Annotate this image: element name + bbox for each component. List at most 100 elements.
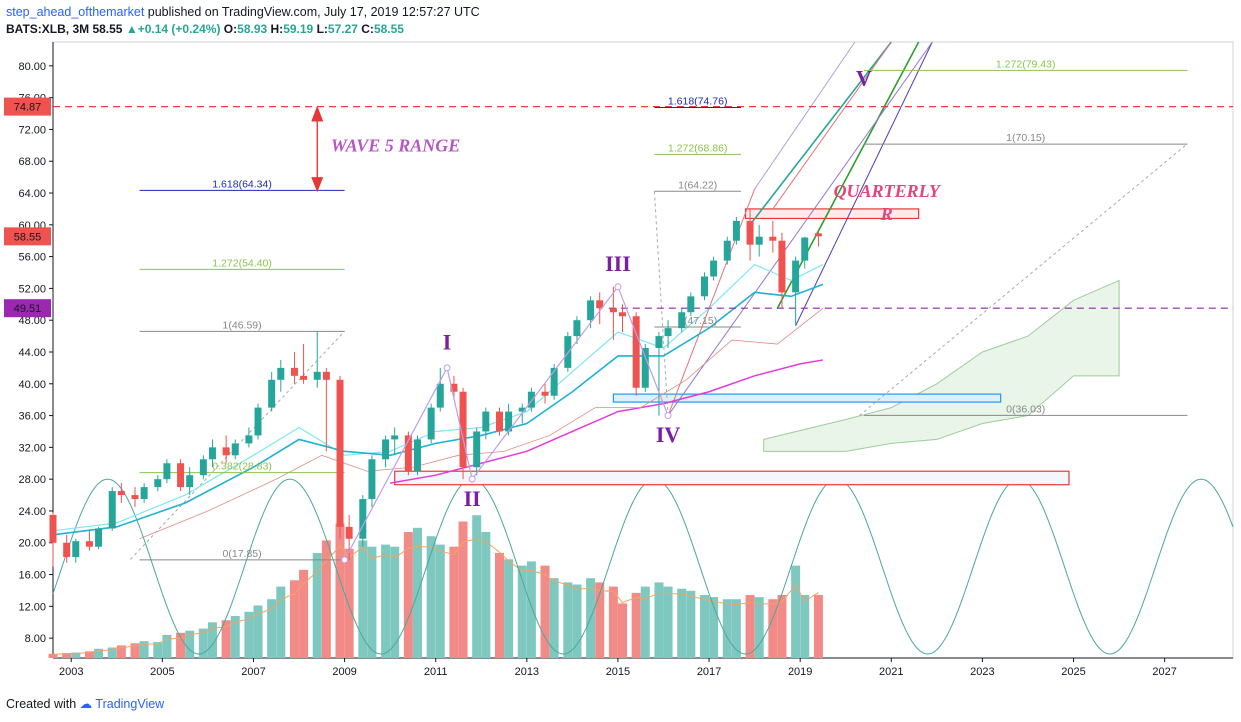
blue-zone-box (612, 393, 1002, 403)
y-tick-label-12: 32.00 (18, 442, 46, 454)
volume-bar-17 (244, 611, 254, 658)
candle-body-44 (550, 367, 558, 396)
wave-label-V: V (856, 66, 872, 91)
x-tick-label-9: 2021 (879, 666, 903, 678)
cloud-area (763, 279, 1120, 452)
volume-bar-14 (207, 622, 217, 658)
volume-bar-23 (312, 553, 322, 658)
volume-bar-55 (677, 588, 687, 658)
candle-body-16 (231, 443, 239, 456)
volume-bar-34 (435, 544, 445, 658)
candle-body-29 (382, 439, 390, 460)
y-tick-label-3: 68.00 (18, 156, 46, 168)
x-tick-label-3: 2009 (332, 666, 356, 678)
candle-body-17 (245, 435, 253, 444)
symbol-label[interactable]: BATS:XLB, 3M (6, 22, 90, 36)
fib-diagonal-3 (859, 143, 1188, 416)
fib-level-label-11: 0(36.03) (1006, 403, 1045, 415)
fib-level-label-5: 1.618(74.76) (668, 95, 728, 107)
fib-level-label-0: 1.618(64.34) (212, 178, 272, 190)
candle-body-67 (814, 233, 822, 237)
fib-level-label-9: 1.272(79.43) (996, 58, 1056, 70)
up-arrow-icon: ▲ (125, 22, 138, 36)
price-badge-label-1: 58.55 (14, 231, 42, 243)
volume-bar-50 (617, 603, 627, 658)
author-link[interactable]: step_ahead_ofthemarket (6, 5, 145, 19)
volume-bar-20 (276, 586, 286, 658)
y-tick-label-18: 8.00 (25, 633, 46, 645)
footer: Created with ☁ TradingView (6, 696, 164, 711)
candle-body-40 (505, 411, 513, 432)
candle-body-19 (268, 379, 276, 408)
volume-bar-6 (116, 645, 126, 658)
arrow-head-top (311, 105, 324, 122)
y-tick-label-7: 52.00 (18, 283, 46, 295)
volume-bar-62 (754, 597, 764, 658)
x-tick-label-6: 2015 (606, 666, 630, 678)
volume-bar-13 (198, 628, 208, 658)
volume-bar-25 (335, 523, 345, 658)
volume-bar-57 (700, 595, 710, 658)
candle-body-0 (49, 514, 57, 543)
y-tick-label-14: 24.00 (18, 506, 46, 518)
volume-bar-9 (153, 642, 163, 658)
y-tick-label-2: 72.00 (18, 124, 46, 136)
x-tick-label-11: 2025 (1061, 666, 1085, 678)
tradingview-brand[interactable]: TradingView (95, 697, 165, 711)
candle-body-23 (313, 371, 321, 380)
wave-label-III: III (605, 251, 631, 276)
ema-mid-line (52, 283, 824, 536)
volume-bar-11 (176, 632, 186, 658)
wave-channel-line (667, 41, 933, 416)
volume-bar-67 (813, 595, 823, 658)
volume-bar-51 (631, 592, 641, 658)
volume-bar-26 (344, 548, 354, 658)
x-tick-label-2: 2007 (241, 666, 265, 678)
fib-level-label-4: 0(17.85) (223, 548, 262, 560)
volume-bar-15 (221, 620, 231, 658)
candle-body-41 (518, 407, 526, 412)
candle-body-21 (290, 367, 298, 376)
change-value: +0.14 (+0.24%) (137, 22, 221, 36)
candle-body-32 (413, 439, 421, 472)
volume-bar-59 (722, 599, 732, 658)
wave-node-4 (664, 412, 672, 420)
wave-node-1 (443, 364, 451, 372)
candle-body-56 (687, 296, 695, 313)
fib-level-label-8: 0(47.15) (678, 315, 717, 327)
candle-body-37 (473, 431, 481, 468)
volume-bar-49 (608, 586, 618, 658)
volume-bar-5 (107, 647, 117, 658)
pitchfork-outer-line (754, 41, 856, 190)
volume-bar-31 (403, 532, 413, 658)
candle-body-4 (95, 528, 103, 547)
pitchfork-upper-green (749, 41, 892, 226)
publish-line: step_ahead_ofthemarket published on Trad… (6, 4, 1236, 21)
candle-body-31 (404, 435, 412, 472)
candle-body-22 (300, 375, 308, 380)
candle-body-15 (222, 447, 230, 456)
volume-bar-52 (640, 586, 650, 658)
candle-body-47 (587, 300, 595, 321)
volume-bar-64 (777, 595, 787, 658)
y-tick-label-8: 48.00 (18, 315, 46, 327)
price-badge-2 (4, 299, 51, 318)
candle-body-49 (609, 308, 617, 313)
candle-body-50 (618, 312, 626, 317)
wave-node-0 (341, 556, 349, 564)
y-tick-label-17: 12.00 (18, 601, 46, 613)
fib-level-label-1: 1.272(54.40) (212, 257, 272, 269)
x-tick-label-7: 2017 (697, 666, 721, 678)
price-badge-label-2: 49.51 (14, 303, 42, 315)
volume-bar-42 (526, 561, 536, 658)
candle-body-6 (117, 491, 125, 496)
wave-node-3 (614, 283, 622, 291)
volume-bar-54 (663, 586, 673, 658)
candle-body-8 (140, 487, 148, 500)
volume-bar-3 (84, 651, 94, 658)
quarterly-label: QUARTERLY (834, 181, 942, 201)
wave-label-I: I (443, 330, 452, 355)
published-text: published on TradingView.com, July 17, 2… (147, 5, 480, 19)
candle-body-30 (391, 435, 399, 440)
